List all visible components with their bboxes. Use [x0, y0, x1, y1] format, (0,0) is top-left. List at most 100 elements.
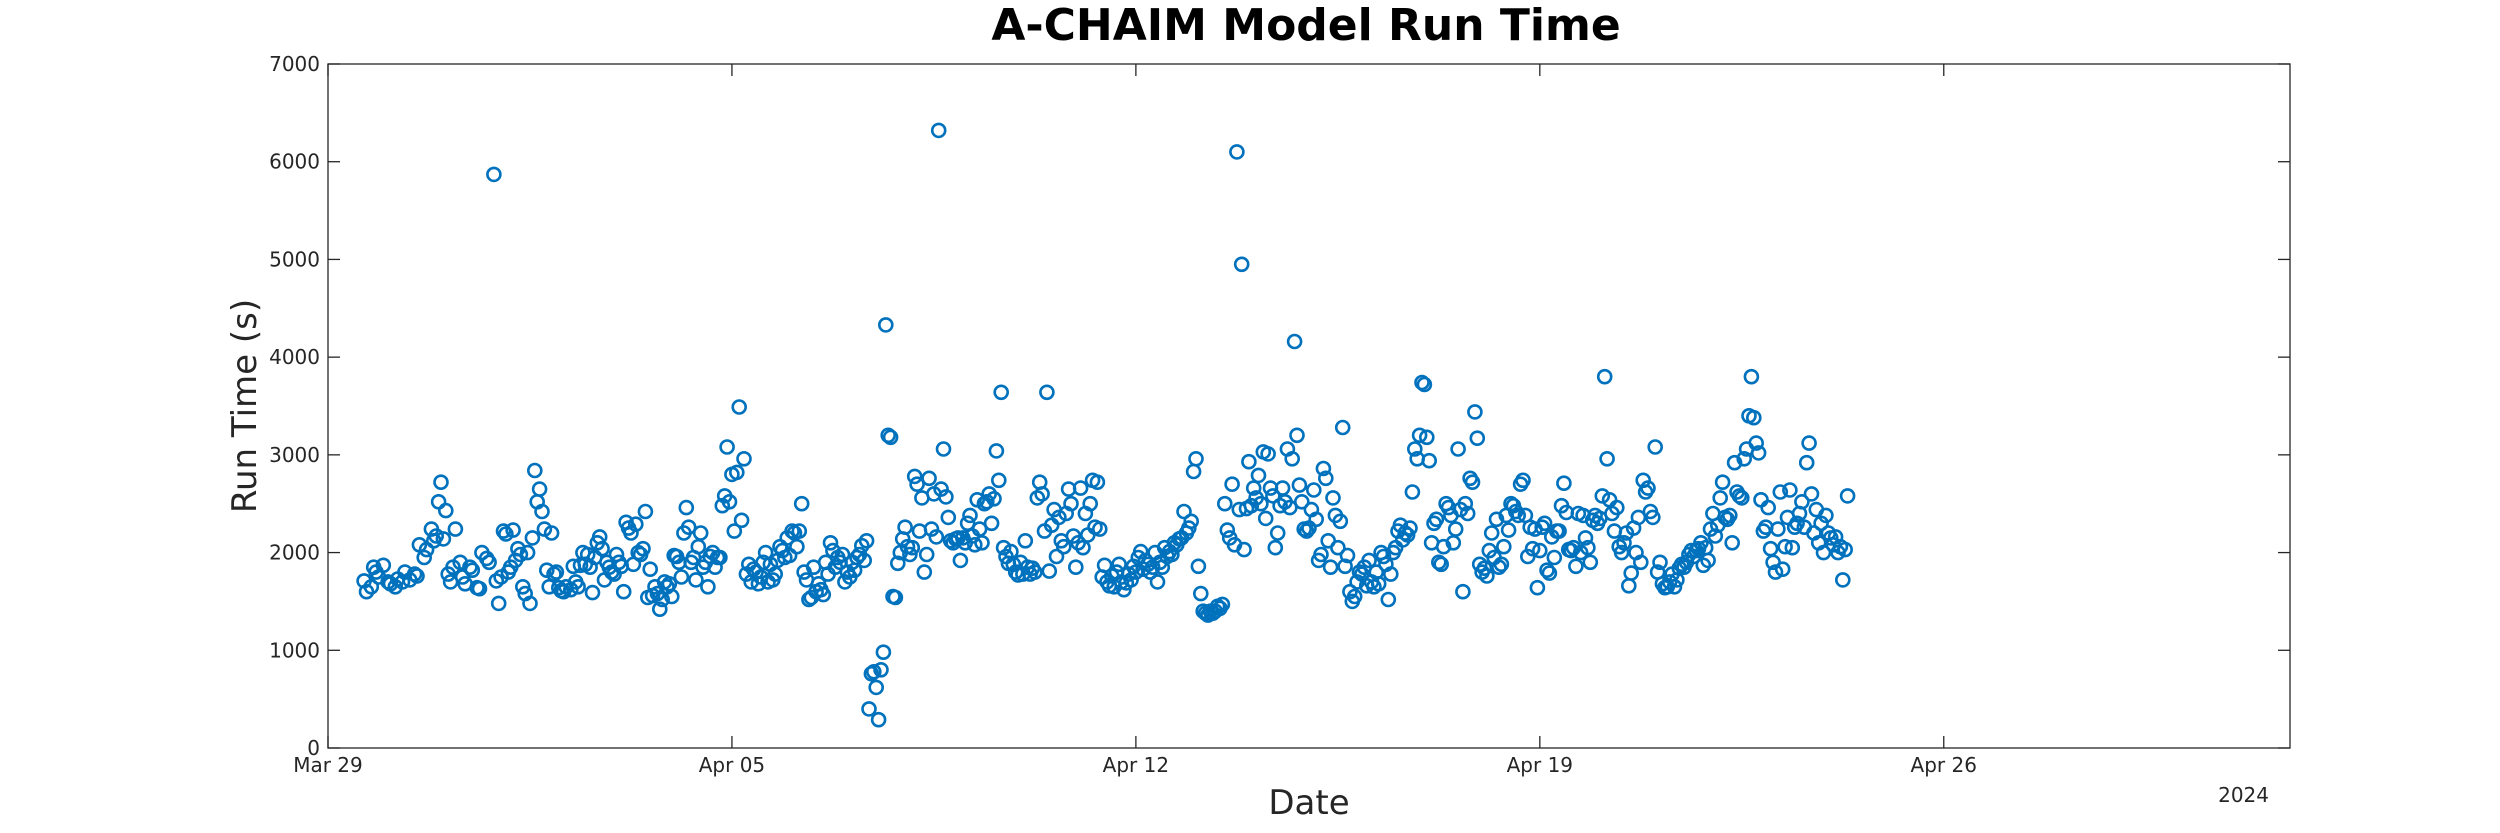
data-point — [1063, 495, 1079, 512]
data-point — [1233, 256, 1250, 273]
data-point — [1621, 577, 1637, 594]
data-point — [1082, 495, 1098, 512]
data-point — [1092, 521, 1108, 537]
data-point — [1580, 539, 1596, 556]
data-point — [1214, 596, 1231, 613]
data-point — [1027, 564, 1043, 580]
data-point — [868, 679, 885, 696]
data-point — [1666, 578, 1683, 595]
data-point — [1488, 511, 1505, 528]
data-point — [726, 523, 743, 539]
data-point — [1070, 534, 1086, 551]
data-point — [784, 523, 800, 539]
data-point — [519, 544, 536, 561]
data-point — [1313, 546, 1329, 563]
data-point — [1529, 579, 1546, 596]
data-point — [909, 476, 925, 493]
data-point — [546, 566, 562, 582]
data-point — [700, 578, 716, 595]
data-point — [490, 595, 507, 612]
data-point — [642, 561, 659, 578]
data-point — [481, 554, 497, 571]
data-point — [731, 399, 748, 415]
data-point — [1693, 534, 1709, 551]
data-point — [1734, 490, 1750, 506]
data-point — [1135, 561, 1151, 578]
data-point — [1707, 528, 1724, 544]
data-point — [471, 580, 488, 597]
data-point — [512, 546, 529, 563]
data-point — [1491, 559, 1507, 576]
data-point — [1536, 515, 1553, 532]
data-point — [654, 591, 671, 608]
data-point — [1815, 544, 1832, 561]
data-point — [627, 516, 644, 533]
data-point — [1510, 507, 1526, 524]
data-point — [1563, 542, 1579, 559]
data-point — [906, 468, 923, 485]
data-point — [1640, 480, 1656, 496]
data-point — [1541, 565, 1558, 581]
data-point — [1075, 539, 1091, 556]
data-point — [548, 564, 565, 580]
data-point — [1116, 581, 1132, 598]
chart-title: A-CHAIM Model Run Time — [991, 0, 1620, 51]
x-axis-year-label: 2024 — [2218, 783, 2269, 807]
data-point — [1383, 566, 1399, 582]
data-point — [1630, 509, 1647, 526]
data-point — [962, 507, 978, 524]
y-tick-label: 2000 — [269, 541, 320, 565]
data-point — [1416, 376, 1433, 393]
data-point — [358, 583, 375, 600]
data-point — [1459, 505, 1476, 522]
data-point — [1361, 552, 1377, 569]
data-point — [1762, 540, 1779, 557]
data-point — [1325, 490, 1341, 506]
data-point — [486, 166, 502, 183]
data-point — [865, 663, 882, 680]
data-point — [1395, 532, 1411, 548]
data-point — [1803, 486, 1820, 502]
data-point — [952, 552, 969, 569]
data-point — [750, 575, 767, 592]
data-point — [1652, 554, 1668, 571]
data-point — [1647, 439, 1663, 455]
data-point — [1837, 541, 1853, 558]
data-point — [1753, 491, 1769, 508]
data-point — [1224, 476, 1240, 493]
data-point — [1188, 450, 1204, 467]
data-point — [1414, 374, 1430, 391]
data-point — [959, 515, 976, 532]
data-point — [1813, 515, 1829, 532]
data-point — [1777, 538, 1793, 555]
data-point — [1623, 565, 1639, 581]
x-axis-label: Date — [1268, 783, 1349, 823]
plot-area — [327, 63, 2291, 749]
data-point — [1464, 474, 1481, 491]
data-point — [1839, 488, 1856, 504]
y-tick-label: 0 — [307, 736, 320, 760]
data-point — [863, 665, 880, 682]
data-point — [1515, 472, 1531, 489]
data-point — [1551, 523, 1567, 539]
y-tick-label: 1000 — [269, 638, 320, 662]
data-point — [837, 574, 853, 590]
data-point — [437, 502, 454, 519]
data-point — [495, 523, 512, 539]
data-point — [1596, 368, 1613, 385]
data-point — [690, 538, 707, 555]
data-point — [514, 578, 531, 595]
data-point — [430, 493, 447, 510]
data-point — [1370, 575, 1387, 592]
data-point — [1411, 427, 1428, 444]
data-point — [692, 525, 709, 541]
data-point — [615, 583, 632, 600]
data-point — [882, 429, 899, 446]
data-point — [904, 539, 921, 556]
data-point — [1286, 333, 1303, 350]
data-point — [1245, 480, 1262, 496]
data-point — [1493, 556, 1510, 573]
data-point — [1532, 542, 1548, 559]
data-point — [1407, 441, 1423, 457]
